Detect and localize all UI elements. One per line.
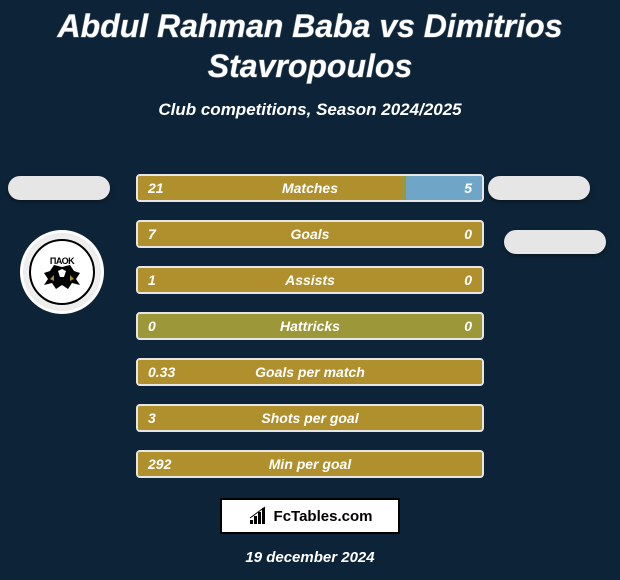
stat-row: 70Goals <box>136 220 484 248</box>
stat-label: Assists <box>136 266 484 294</box>
stat-label: Matches <box>136 174 484 202</box>
stat-row: 215Matches <box>136 174 484 202</box>
chart-icon <box>248 506 268 526</box>
stat-label: Goals <box>136 220 484 248</box>
page-title: Abdul Rahman Baba vs Dimitrios Stavropou… <box>0 0 620 86</box>
stat-row: 00Hattricks <box>136 312 484 340</box>
footer-brand-badge: FcTables.com <box>220 498 400 534</box>
stat-row: 0.33Goals per match <box>136 358 484 386</box>
page-subtitle: Club competitions, Season 2024/2025 <box>0 100 620 120</box>
stats-table: 215Matches 70Goals 10Assists 00Hattricks 0.3… <box>0 174 620 496</box>
stat-label: Goals per match <box>136 358 484 386</box>
stat-row: 292Min per goal <box>136 450 484 478</box>
stat-label: Hattricks <box>136 312 484 340</box>
footer-date: 19 december 2024 <box>0 549 620 566</box>
stat-label: Shots per goal <box>136 404 484 432</box>
stat-row: 3Shots per goal <box>136 404 484 432</box>
stat-label: Min per goal <box>136 450 484 478</box>
footer-brand-text: FcTables.com <box>274 508 373 525</box>
stat-row: 10Assists <box>136 266 484 294</box>
